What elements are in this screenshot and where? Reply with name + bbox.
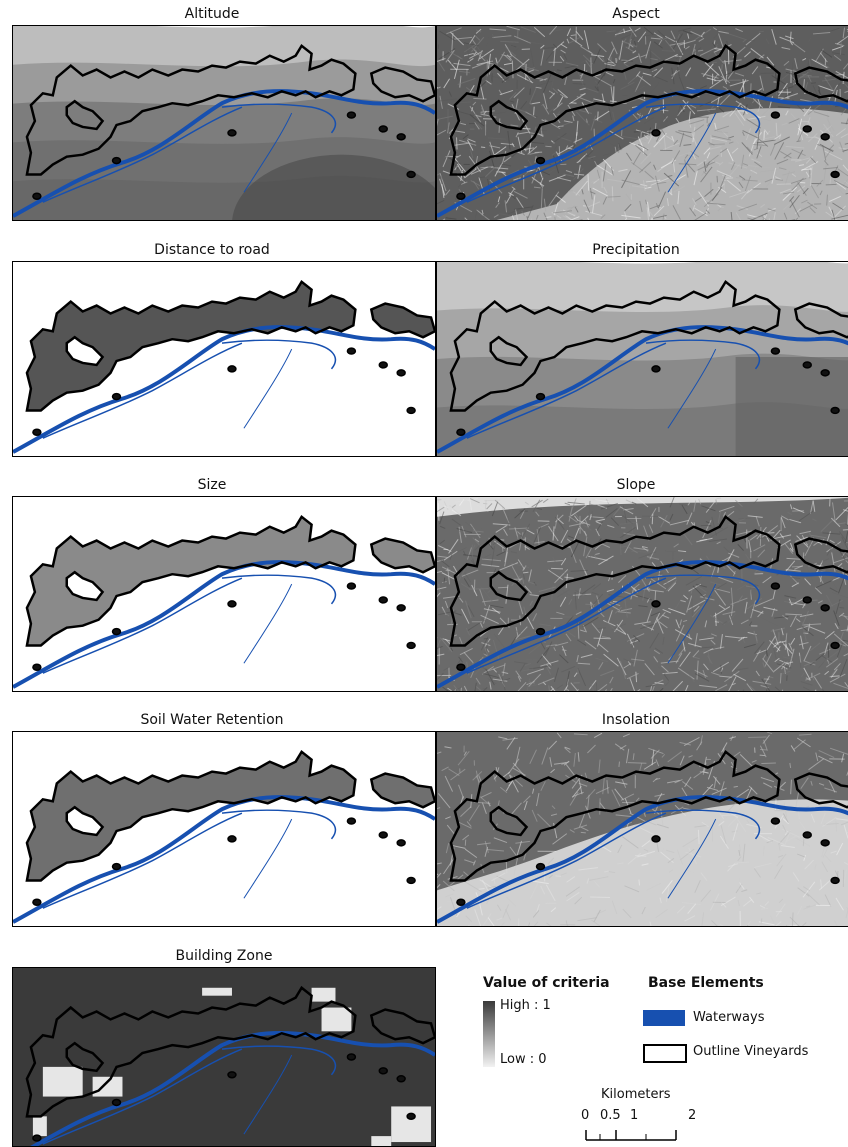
scale-tick-label-0-5: 0.5	[600, 1108, 621, 1123]
panel-title-altitude: Altitude	[184, 6, 240, 22]
panel-title-aspect: Aspect	[612, 6, 660, 22]
map-precipitation-graphic	[437, 262, 848, 456]
map-slope-graphic	[437, 497, 848, 691]
map-altitude	[12, 25, 436, 221]
map-building-zone-graphic	[13, 968, 435, 1146]
legend-criteria-title: Value of criteria	[483, 975, 610, 991]
panel-title-slope: Slope	[616, 477, 656, 493]
panel-title-insolation: Insolation	[601, 712, 671, 728]
map-soil-water-retention-graphic	[13, 732, 435, 926]
legend-high-label: High : 1	[500, 998, 551, 1013]
map-altitude-graphic	[13, 26, 435, 220]
panel-title-building-zone: Building Zone	[175, 948, 273, 964]
legend-outline-label: Outline Vineyards	[693, 1044, 809, 1059]
map-soil-water-retention	[12, 731, 436, 927]
legend-outline-swatch	[643, 1044, 687, 1063]
map-slope	[436, 496, 848, 692]
map-distance-to-road-graphic	[13, 262, 435, 456]
panel-title-distance-to-road: Distance to road	[154, 242, 270, 258]
map-precipitation	[436, 261, 848, 457]
legend-waterways-swatch	[643, 1010, 685, 1026]
panel-title-soil-water-retention: Soil Water Retention	[140, 712, 284, 728]
map-size-graphic	[13, 497, 435, 691]
legend-base-title: Base Elements	[648, 975, 764, 991]
map-size	[12, 496, 436, 692]
scale-bar	[585, 1130, 677, 1141]
map-distance-to-road	[12, 261, 436, 457]
scale-tick-label-1: 1	[630, 1108, 639, 1123]
scale-title: Kilometers	[601, 1087, 671, 1102]
map-aspect-graphic	[437, 26, 848, 220]
legend-waterways-label: Waterways	[693, 1010, 765, 1025]
legend-gradient-swatch	[483, 1001, 495, 1067]
legend-low-label: Low : 0	[500, 1052, 547, 1067]
map-insolation	[436, 731, 848, 927]
map-building-zone	[12, 967, 436, 1147]
scale-tick-label-2: 2	[688, 1108, 697, 1123]
panel-title-size: Size	[197, 477, 227, 493]
panel-title-precipitation: Precipitation	[592, 242, 680, 258]
map-aspect	[436, 25, 848, 221]
map-insolation-graphic	[437, 732, 848, 926]
scale-tick-label-0: 0	[581, 1108, 590, 1123]
